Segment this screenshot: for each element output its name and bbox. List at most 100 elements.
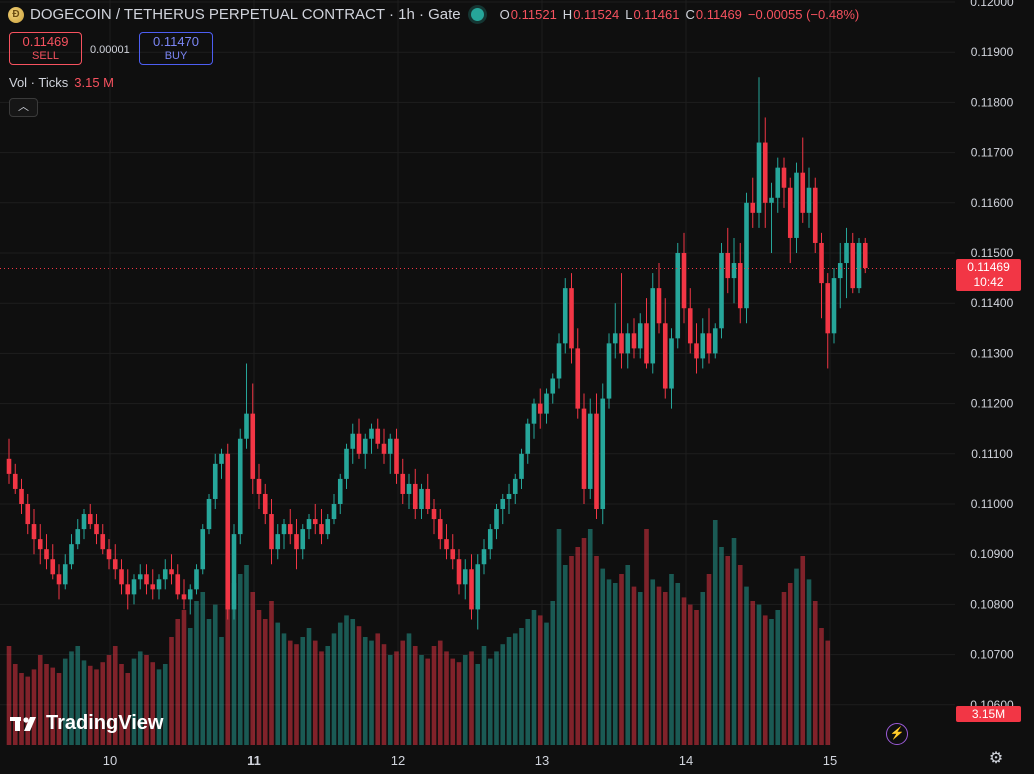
market-status-icon[interactable]	[470, 8, 484, 21]
candle-body	[775, 167, 781, 198]
volume-bar	[806, 579, 812, 745]
volume-bar	[344, 615, 349, 745]
candle-body	[356, 433, 362, 454]
candle	[119, 559, 124, 595]
candle-body	[350, 433, 356, 449]
volume-bar	[825, 640, 831, 745]
volume-bar	[575, 547, 581, 745]
candle	[762, 117, 768, 228]
volume-bar	[37, 655, 43, 745]
price-tick-label: 0.11500	[971, 246, 1014, 260]
collapse-legend-button[interactable]: ︿	[9, 98, 38, 117]
candle-body	[544, 393, 549, 414]
candle	[19, 478, 24, 515]
candle-body	[512, 478, 518, 494]
volume-bar	[619, 574, 624, 745]
volume-bar	[25, 676, 31, 745]
candle	[706, 308, 712, 364]
volume-bar	[81, 660, 87, 745]
candle	[537, 388, 543, 429]
candle-body	[256, 478, 262, 494]
candle-body	[637, 323, 643, 349]
volume-bar	[600, 568, 606, 745]
candle-body	[681, 253, 687, 309]
dogecoin-icon: Ð	[8, 6, 24, 23]
volume-bar	[31, 669, 37, 745]
volume-bar	[181, 610, 187, 745]
candle-body	[712, 328, 718, 354]
volume-bar	[262, 619, 268, 745]
time-axis[interactable]: 10 11 12 13 14 15	[103, 753, 837, 768]
chevron-up-icon: ︿	[18, 101, 29, 113]
price-tick-label: 0.11000	[971, 497, 1014, 511]
candle	[325, 514, 331, 540]
lightning-icon[interactable]: ⚡	[886, 723, 908, 745]
last-price-value: 0.11469	[967, 260, 1010, 274]
candle	[25, 493, 31, 535]
price-tick-label: 0.10700	[970, 648, 1014, 662]
candle-body	[125, 584, 131, 595]
volume-legend[interactable]: Vol · Ticks 3.15 M	[9, 75, 114, 90]
volume-bar	[244, 565, 249, 745]
candle-body	[644, 323, 649, 364]
volume-bar	[644, 529, 649, 745]
candle	[750, 177, 756, 228]
volume-bar	[800, 556, 806, 745]
candle-body	[500, 498, 506, 510]
volume-bar	[694, 610, 699, 745]
volume-bar	[587, 529, 593, 745]
candle	[244, 363, 249, 449]
candle-body	[694, 343, 699, 359]
candle	[569, 273, 574, 364]
volume-bar	[675, 583, 681, 745]
candle	[494, 504, 499, 540]
candle-body	[100, 534, 106, 550]
price-axis[interactable]: 0.12000 0.11900 0.11800 0.11700 0.11600 0.115…	[970, 0, 1014, 712]
candle-body	[119, 569, 124, 585]
symbol-title[interactable]: DOGECOIN / TETHERUS PERPETUAL CONTRACT ·…	[30, 6, 461, 23]
candle	[262, 483, 268, 525]
candle	[806, 167, 812, 228]
price-tick-label: 0.11800	[971, 95, 1014, 109]
tradingview-logo[interactable]: TradingView	[10, 712, 163, 735]
candle-body	[837, 263, 843, 279]
volume-bar	[500, 644, 506, 745]
candle	[681, 232, 687, 324]
change-value: −0.00055 (−0.48%)	[747, 7, 860, 22]
candle-body	[850, 242, 856, 289]
price-tick-label: 0.11200	[971, 397, 1014, 411]
volume-bar	[256, 610, 262, 745]
sell-button[interactable]: 0.11469 SELL	[9, 32, 82, 65]
gear-icon[interactable]: ⚙	[988, 750, 1004, 767]
volume-bar	[250, 592, 256, 745]
candle-body	[619, 333, 624, 354]
candle-body	[37, 539, 43, 550]
candle-body	[594, 413, 599, 510]
candle	[612, 303, 618, 359]
volume-bar	[569, 556, 574, 745]
buy-button[interactable]: 0.11470 BUY	[139, 32, 213, 65]
volume-bar	[537, 615, 543, 745]
candle	[687, 288, 693, 354]
candle-body	[675, 253, 681, 339]
candle	[275, 524, 281, 560]
candle-body	[781, 167, 787, 188]
candle-body	[550, 378, 556, 394]
volume-bar	[681, 597, 687, 745]
candle-body	[112, 559, 118, 570]
candle	[862, 237, 868, 274]
candle-body	[225, 453, 231, 610]
candle-body	[437, 519, 443, 540]
volume-bar	[369, 640, 374, 745]
candle	[419, 483, 424, 520]
candle	[312, 504, 318, 535]
candle-body	[244, 413, 249, 439]
candle-body	[762, 142, 768, 203]
candle-body	[606, 343, 612, 399]
candle	[56, 564, 62, 600]
candle	[237, 428, 243, 545]
candle-body	[444, 539, 449, 550]
candle	[175, 564, 181, 600]
candle-body	[581, 408, 587, 489]
